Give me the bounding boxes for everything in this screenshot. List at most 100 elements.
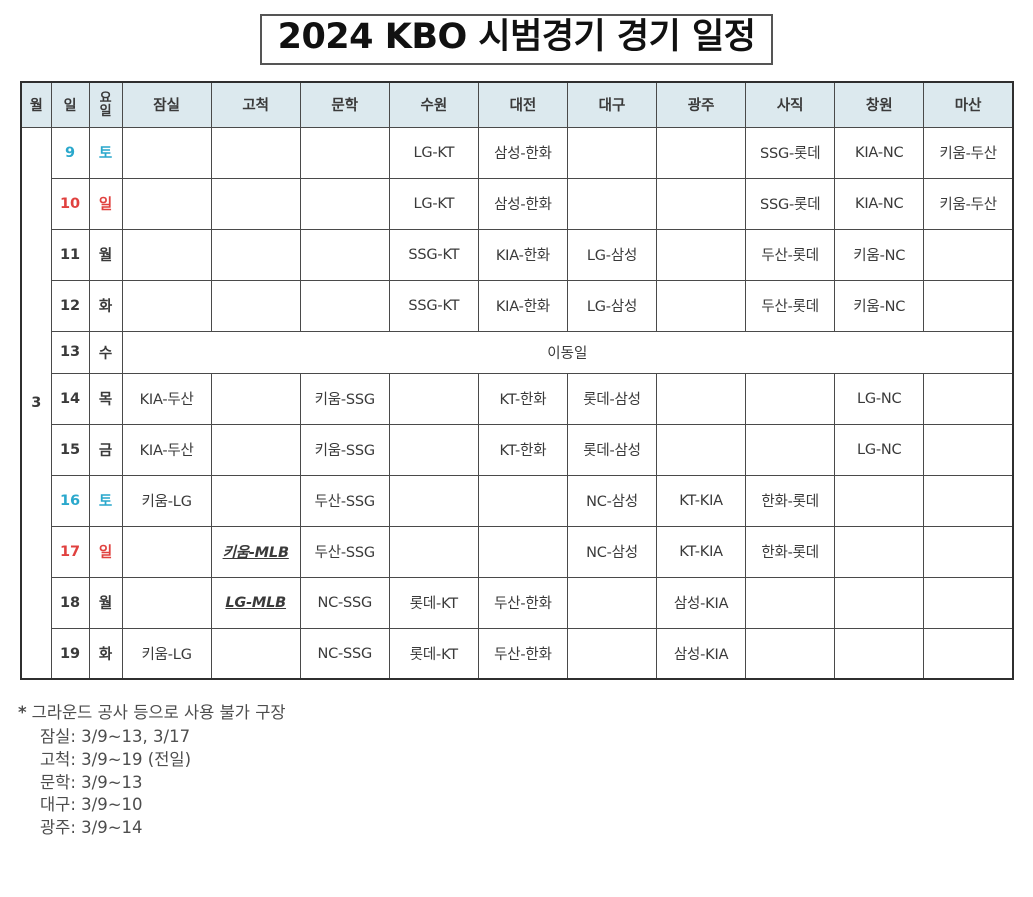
empty-cell	[923, 279, 1014, 332]
game-cell: KT-한화	[477, 372, 568, 425]
game-cell: KT-KIA	[656, 474, 747, 527]
dayofweek-cell: 화	[88, 279, 123, 332]
empty-cell	[121, 525, 212, 578]
table-body: 3 9 토 LG-KT 삼성-한화 SSG-롯데 KIA-NC 키움-두산 10 일 LG-KT 삼성…	[20, 126, 1014, 680]
day-cell: 13	[50, 330, 90, 374]
game-cell: 키움-LG	[121, 627, 212, 680]
dayofweek-cell: 금	[88, 423, 123, 476]
day-cell: 15	[50, 423, 90, 476]
game-cell: LG-삼성	[566, 228, 658, 281]
footnote-line: 광주: 3/9~14	[40, 818, 143, 838]
game-cell: 키움-NC	[834, 279, 925, 332]
footnote-line: 문학: 3/9~13	[40, 772, 143, 792]
title-container: 2024 KBO 시범경기 경기 일정	[0, 0, 1033, 65]
table-row: 13 수 이동일	[21, 330, 1014, 374]
header-row: 월 일 요 일 잠실 고척 문학 수원 대전 대구 광주 사직 창원 마산	[20, 81, 1014, 128]
footnotes: * 그라운드 공사 등으로 사용 불가 구장 잠실: 3/9~13, 3/17 고척…	[18, 702, 1033, 840]
empty-cell	[923, 525, 1014, 578]
footnote-lines: 잠실: 3/9~13, 3/17 고척: 3/9~19 (전일) 문학: 3/9~1…	[18, 726, 1033, 840]
dayofweek-cell: 일	[88, 177, 123, 230]
day-cell: 14	[50, 372, 90, 425]
empty-cell	[210, 228, 301, 281]
day-cell: 17	[50, 525, 90, 578]
day-cell: 12	[50, 279, 90, 332]
game-cell: LG-NC	[834, 372, 925, 425]
empty-cell	[834, 627, 925, 680]
footnote-heading-text: 그라운드 공사 등으로 사용 불가 구장	[31, 703, 286, 723]
header-venue-gwangju: 광주	[656, 81, 747, 128]
day-cell: 9	[50, 126, 90, 179]
empty-cell	[388, 525, 479, 578]
game-cell: 키움-LG	[121, 474, 212, 527]
empty-cell	[121, 576, 212, 629]
header-venue-gocheok: 고척	[210, 81, 301, 128]
dayofweek-cell: 화	[88, 627, 123, 680]
empty-cell	[656, 423, 747, 476]
game-cell: 두산-SSG	[299, 525, 390, 578]
dayofweek-cell: 토	[88, 474, 123, 527]
game-cell: LG-KT	[388, 126, 479, 179]
header-month: 월	[20, 81, 52, 128]
dayofweek-cell: 월	[88, 228, 123, 281]
empty-cell	[121, 228, 212, 281]
table-row: 3 9 토 LG-KT 삼성-한화 SSG-롯데 KIA-NC 키움-두산	[20, 126, 1014, 680]
game-cell: KIA-한화	[477, 279, 568, 332]
header-dayofweek: 요 일	[88, 81, 123, 128]
dayofweek-cell: 토	[88, 126, 123, 179]
day-cell: 19	[50, 627, 90, 680]
empty-cell	[210, 627, 301, 680]
game-cell: 두산-SSG	[299, 474, 390, 527]
dayofweek-cell: 목	[88, 372, 123, 425]
game-cell: SSG-롯데	[745, 177, 836, 230]
empty-cell	[121, 279, 212, 332]
empty-cell	[745, 372, 836, 425]
day-cell: 10	[50, 177, 90, 230]
empty-cell	[923, 228, 1014, 281]
title-box: 2024 KBO 시범경기 경기 일정	[259, 14, 774, 65]
empty-cell	[834, 525, 925, 578]
game-cell: SSG-롯데	[745, 126, 836, 179]
game-cell: 두산-한화	[477, 627, 568, 680]
dayofweek-cell: 일	[88, 525, 123, 578]
header-venue-munhak: 문학	[299, 81, 390, 128]
empty-cell	[477, 474, 568, 527]
table-row: 14 목 KIA-두산 키움-SSG KT-한화 롯데-삼성 LG-NC	[21, 372, 1014, 425]
header-venue-sajik: 사직	[745, 81, 836, 128]
header-venue-daejeon: 대전	[477, 81, 568, 128]
table-row: 19 화 키움-LG NC-SSG 롯데-KT 두산-한화 삼성-KIA	[21, 627, 1014, 680]
empty-cell	[299, 177, 390, 230]
table-header: 월 일 요 일 잠실 고척 문학 수원 대전 대구 광주 사직 창원 마산	[20, 81, 1014, 128]
header-venue-daegu: 대구	[566, 81, 658, 128]
game-cell: NC-SSG	[299, 576, 390, 629]
game-cell: LG-MLB	[210, 576, 301, 629]
empty-cell	[656, 228, 747, 281]
game-cell: KT-KIA	[656, 525, 747, 578]
footnote-line: 잠실: 3/9~13, 3/17	[40, 727, 191, 747]
footnote-line: 대구: 3/9~10	[40, 795, 143, 815]
day-cell: 11	[50, 228, 90, 281]
table-row: 12 화 SSG-KT KIA-한화 LG-삼성 두산-롯데 키움-NC	[21, 279, 1014, 332]
day-cell: 16	[50, 474, 90, 527]
game-cell: 키움-NC	[834, 228, 925, 281]
table-row: 10 일 LG-KT 삼성-한화 SSG-롯데 KIA-NC 키움-두산	[21, 177, 1014, 230]
footnote-heading: * 그라운드 공사 등으로 사용 불가 구장	[18, 702, 1033, 725]
game-cell: 한화-롯데	[745, 474, 836, 527]
empty-cell	[210, 474, 301, 527]
game-cell: 키움-MLB	[210, 525, 301, 578]
game-cell: LG-NC	[834, 423, 925, 476]
game-cell: 삼성-한화	[477, 126, 568, 179]
header-dayofweek-line1: 요	[99, 90, 112, 106]
game-cell: 키움-SSG	[299, 423, 390, 476]
game-cell: LG-KT	[388, 177, 479, 230]
game-cell: 롯데-KT	[388, 576, 479, 629]
game-cell: 키움-두산	[923, 177, 1014, 230]
game-cell: 롯데-삼성	[566, 372, 658, 425]
dayofweek-cell: 월	[88, 576, 123, 629]
empty-cell	[566, 177, 658, 230]
game-cell: NC-삼성	[566, 525, 658, 578]
empty-cell	[210, 177, 301, 230]
empty-cell	[566, 126, 658, 179]
table-row: 15 금 KIA-두산 키움-SSG KT-한화 롯데-삼성 LG-NC	[21, 423, 1014, 476]
empty-cell	[745, 627, 836, 680]
